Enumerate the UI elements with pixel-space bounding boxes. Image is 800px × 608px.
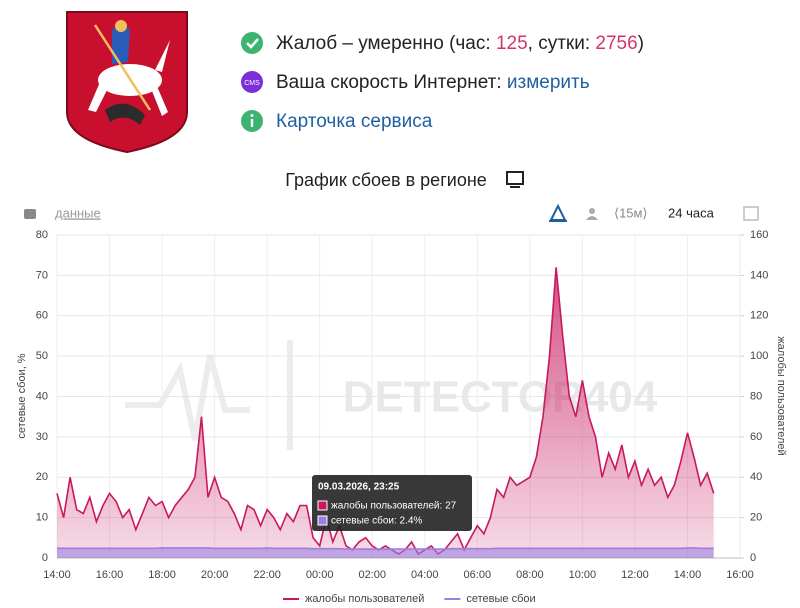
y2-tick-label: 140 [750,269,768,281]
y2-tick-label: 120 [750,310,768,322]
status-label: Жалоб – умеренно (час: [276,33,496,54]
x-tick-label: 18:00 [148,569,176,581]
x-tick-label: 04:00 [411,569,439,581]
x-tick-label: 14:00 [43,569,71,581]
period-button[interactable]: 24 часа [668,205,715,220]
tooltip-box [312,475,472,531]
tooltip: 09.03.2026, 23:25 жалобы пользователей: 2… [312,475,472,531]
legend-label: жалобы пользователей [305,593,424,605]
tooltip-row: сетевые сбои: 2.4% [331,515,422,527]
card-row: Карточка сервиса [241,110,433,132]
x-tick-label: 20:00 [201,569,229,581]
monitor-icon [506,171,524,188]
y-tick-label: 0 [42,552,48,564]
cms-icon-text: CMS [244,80,260,87]
tooltip-swatch [317,500,328,511]
status-row: Жалоб – умеренно (час: 125, сутки: 2756) [241,32,644,54]
status-label: ) [638,33,644,54]
y2-tick-label: 40 [750,471,762,483]
x-tick-label: 00:00 [306,569,334,581]
x-tick-label: 10:00 [569,569,597,581]
speed-text: Ваша скорость Интернет: измерить [276,72,590,93]
y-tick-label: 40 [36,390,48,402]
x-tick-label: 14:00 [674,569,702,581]
y-tick-label: 30 [36,431,48,443]
toolbar: данные ⟨15м⟩ 24 часа [24,203,759,222]
y2-tick-label: 80 [750,390,762,402]
x-tick-label: 22:00 [253,569,281,581]
y-tick-label: 50 [36,350,48,362]
y-tick-label: 10 [36,512,48,524]
status-text: Жалоб – умеренно (час: 125, сутки: 2756) [276,33,644,54]
watermark-logo [125,340,293,450]
tooltip-row: жалобы пользователей: 27 [331,500,457,512]
y-tick-label: 70 [36,269,48,281]
day-count: 2756 [595,33,637,54]
y2-tick-label: 20 [750,512,762,524]
x-tick-label: 02:00 [358,569,386,581]
y2-tick-label: 100 [750,350,768,362]
legend-label: сетевые сбои [466,593,535,605]
hour-count: 125 [496,33,528,54]
logo [66,11,188,154]
x-tick-label: 08:00 [516,569,544,581]
y-axis-label: сетевые сбои, % [16,353,28,438]
speed-label: Ваша скорость Интернет: [276,72,507,93]
interval-button[interactable]: ⟨15м⟩ [614,205,648,220]
calendar-icon[interactable] [743,206,759,221]
status-label: , сутки: [528,33,596,54]
tooltip-title: 09.03.2026, 23:25 [318,482,400,493]
chart-title: График сбоев в регионе [285,170,487,190]
measure-link[interactable]: измерить [507,72,590,93]
series-area [57,547,714,558]
x-tick-label: 16:00 [726,569,754,581]
user-icon[interactable] [589,208,595,214]
series-line [56,267,715,556]
y-tick-label: 20 [36,471,48,483]
series-line [57,547,714,550]
series-area [57,267,714,558]
plot: DETECTOR404 0 10 20 30 40 50 60 70 80 0 20 40 60 80 100… [16,229,787,605]
y-tick-label: 80 [36,229,48,241]
tooltip-swatch [317,515,328,526]
watermark: DETECTOR404 [343,373,658,422]
card-link[interactable]: Карточка сервиса [276,111,433,132]
x-tick-label: 12:00 [621,569,649,581]
check-icon [241,32,263,54]
camera-icon[interactable] [24,209,36,219]
area-mode-icon[interactable] [549,203,567,222]
x-tick-label: 06:00 [464,569,492,581]
y2-tick-label: 160 [750,229,768,241]
y2-tick-label: 60 [750,431,762,443]
speed-row: CMS Ваша скорость Интернет: измерить [241,71,590,93]
y2-axis-label: жалобы пользователей [775,336,787,455]
y2-tick-label: 0 [750,552,756,564]
data-link[interactable]: данные [55,205,101,220]
y-tick-label: 60 [36,310,48,322]
cms-icon [241,71,263,93]
x-tick-label: 16:00 [96,569,124,581]
